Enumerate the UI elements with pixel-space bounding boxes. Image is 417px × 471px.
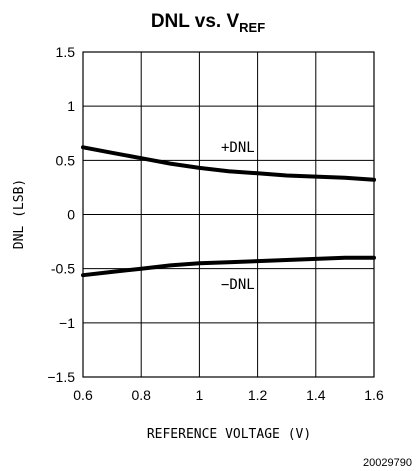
figure-code: 20029790 <box>363 457 412 469</box>
y-tick-label: −1 <box>59 315 75 331</box>
y-tick-label: 1.5 <box>56 44 76 60</box>
chart-title-subscript: REF <box>239 20 265 35</box>
annotation-minus-dnl: −DNL <box>221 277 255 293</box>
y-tick-label: 0.5 <box>56 152 76 168</box>
y-tick-label: -0.5 <box>51 261 75 277</box>
series-line-minus-dnl <box>81 255 376 278</box>
x-axis-label: REFERENCE VOLTAGE (V) <box>147 427 311 442</box>
x-tick-label: 1.6 <box>364 387 384 403</box>
plot-frame <box>82 51 375 378</box>
x-tick-label: 0.8 <box>131 387 151 403</box>
x-tick-label: 1.4 <box>306 387 326 403</box>
annotation-plus-dnl: +DNL <box>221 140 255 156</box>
y-tick-label: −1.5 <box>47 369 75 385</box>
x-tick-label: 0.6 <box>73 387 93 403</box>
chart-title-main: DNL vs. V <box>151 11 240 32</box>
y-axis-label: DNL (LSB) <box>12 179 27 249</box>
x-tick-label: 1.2 <box>248 387 268 403</box>
x-tick-labels: 0.6 0.8 1 1.2 1.4 1.6 <box>73 387 384 403</box>
x-tick-label: 1 <box>196 387 204 403</box>
series-layer <box>81 145 376 278</box>
grid <box>82 51 375 378</box>
y-tick-labels: 1.5 1 0.5 0 -0.5 −1 −1.5 <box>47 44 75 385</box>
y-tick-label: 1 <box>67 98 75 114</box>
y-tick-label: 0 <box>67 207 75 223</box>
series-line-plus-dnl <box>81 145 376 182</box>
chart-title: DNL vs. VREF <box>151 11 265 35</box>
